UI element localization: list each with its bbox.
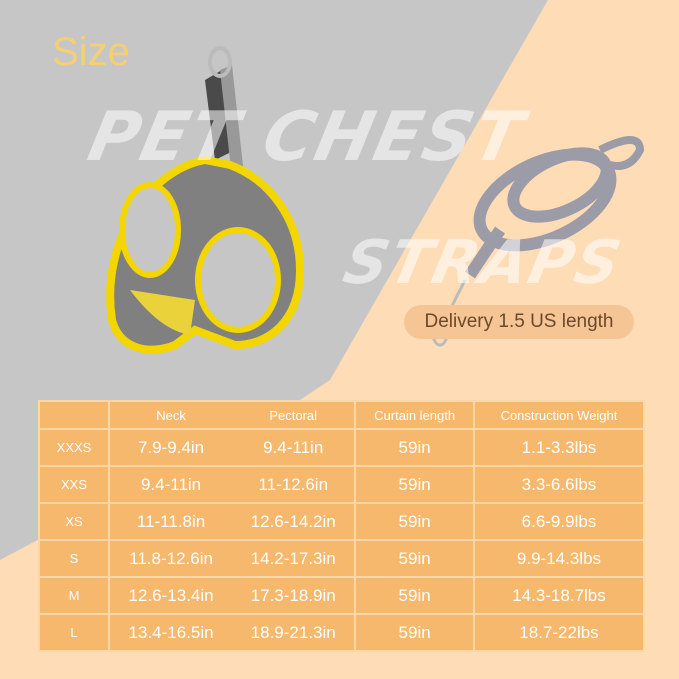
cell-curtain-length: 59in xyxy=(354,428,475,467)
cell-size: M xyxy=(38,576,110,615)
cell-size: L xyxy=(38,613,110,652)
cell-size: XXS xyxy=(38,465,110,504)
size-title: Size xyxy=(52,30,130,74)
cell-curtain-length: 59in xyxy=(354,576,475,615)
cell-neck: 12.6-13.4in xyxy=(107,576,233,615)
leash-image xyxy=(465,136,645,279)
table-row: S 11.8-12.6in 14.2-17.3in 59in 9.9-14.3lbs xyxy=(38,539,646,578)
watermark-line-1: PET CHEST xyxy=(81,98,532,177)
table-row: M 12.6-13.4in 17.3-18.9in 59in 14.3-18.7lbs xyxy=(38,576,646,615)
cell-curtain-length: 59in xyxy=(354,539,475,578)
cell-size: S xyxy=(38,539,110,578)
cell-pectoral: 9.4-11in xyxy=(232,428,357,467)
cell-neck: 7.9-9.4in xyxy=(107,428,233,467)
header-curtain-length: Curtain length xyxy=(354,400,475,430)
header-weight: Construction Weight xyxy=(472,400,646,430)
cell-weight: 14.3-18.7lbs xyxy=(472,576,646,615)
cell-neck: 11.8-12.6in xyxy=(107,539,233,578)
cell-pectoral: 14.2-17.3in xyxy=(232,539,357,578)
harness-image xyxy=(106,46,305,354)
cell-weight: 1.1-3.3lbs xyxy=(472,428,646,467)
size-table: Neck Pectoral Curtain length Constructio… xyxy=(38,400,646,652)
cell-pectoral: 12.6-14.2in xyxy=(232,502,357,541)
cell-weight: 3.3-6.6lbs xyxy=(472,465,646,504)
header-neck: Neck xyxy=(107,400,233,430)
delivery-badge: Delivery 1.5 US length xyxy=(404,305,634,339)
watermark-line-2: STRAPS xyxy=(337,228,629,298)
table-header-row: Neck Pectoral Curtain length Constructio… xyxy=(38,400,646,430)
cell-size: XXXS xyxy=(38,428,110,467)
cell-neck: 9.4-11in xyxy=(107,465,233,504)
table-row: XXXS 7.9-9.4in 9.4-11in 59in 1.1-3.3lbs xyxy=(38,428,646,467)
cell-curtain-length: 59in xyxy=(354,613,475,652)
cell-weight: 9.9-14.3lbs xyxy=(472,539,646,578)
table-row: XXS 9.4-11in 11-12.6in 59in 3.3-6.6lbs xyxy=(38,465,646,504)
table-row: L 13.4-16.5in 18.9-21.3in 59in 18.7-22lbs xyxy=(38,613,646,652)
header-pectoral: Pectoral xyxy=(232,400,357,430)
cell-size: XS xyxy=(38,502,110,541)
cell-pectoral: 17.3-18.9in xyxy=(232,576,357,615)
cell-weight: 18.7-22lbs xyxy=(472,613,646,652)
cell-pectoral: 11-12.6in xyxy=(232,465,357,504)
cell-neck: 13.4-16.5in xyxy=(107,613,233,652)
cell-weight: 6.6-9.9lbs xyxy=(472,502,646,541)
cell-curtain-length: 59in xyxy=(354,465,475,504)
table-row: XS 11-11.8in 12.6-14.2in 59in 6.6-9.9lbs xyxy=(38,502,646,541)
cell-curtain-length: 59in xyxy=(354,502,475,541)
cell-pectoral: 18.9-21.3in xyxy=(232,613,357,652)
cell-neck: 11-11.8in xyxy=(107,502,233,541)
header-size xyxy=(38,400,110,430)
